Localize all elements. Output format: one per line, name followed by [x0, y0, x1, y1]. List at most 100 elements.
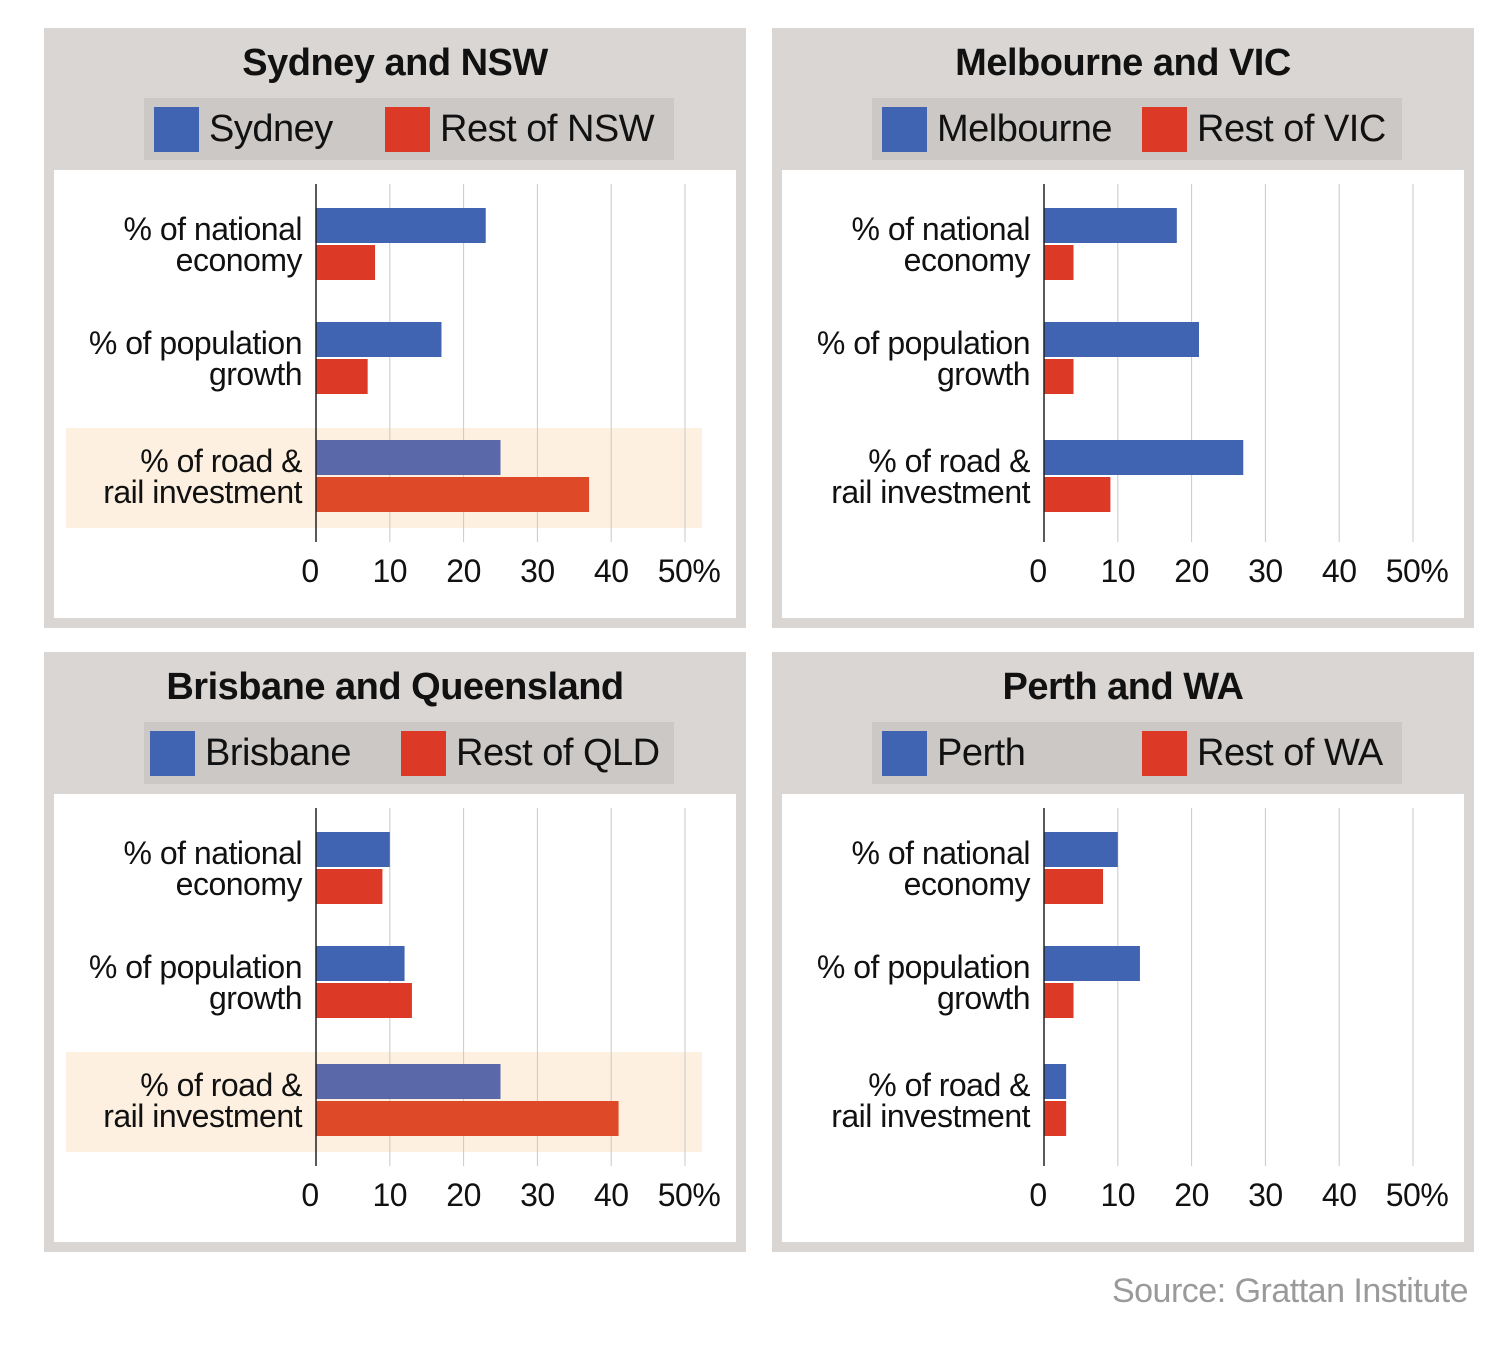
chart-title: Melbourne and VIC [955, 42, 1291, 84]
tick-label: 20 [446, 1177, 481, 1213]
bar-primary [1044, 946, 1140, 981]
tick-label: 0 [1029, 553, 1046, 589]
tick-label: 50% [1386, 1177, 1449, 1213]
bar-primary [316, 322, 442, 357]
bar-rest [316, 869, 383, 904]
chart-panel-brisbane: Brisbane and Queensland Brisbane Rest of… [44, 652, 746, 1252]
legend-item-rest: Rest of NSW [385, 106, 655, 152]
tick-label: 20 [1174, 1177, 1209, 1213]
bar-rest [1044, 359, 1074, 394]
bar-rest [316, 983, 412, 1018]
bar-rest [1044, 869, 1104, 904]
bar-primary [316, 946, 405, 981]
category-label: rail investment [103, 474, 302, 510]
legend: Perth Rest of WA [872, 722, 1402, 784]
legend-item-primary: Brisbane [150, 730, 351, 776]
tick-label: 20 [1174, 553, 1209, 589]
tick-label: 40 [594, 1177, 629, 1213]
tick-label: 50% [658, 553, 721, 589]
chart-title: Perth and WA [1002, 666, 1244, 708]
category-label: % of national [123, 211, 302, 247]
bar-rest [1044, 477, 1111, 512]
tick-label: 30 [1248, 553, 1283, 589]
bar-primary [1044, 1064, 1067, 1099]
category-label: rail investment [831, 474, 1030, 510]
category-label: % of population [89, 949, 302, 985]
category-label: % of population [89, 325, 302, 361]
legend-swatch-rest [401, 730, 446, 776]
tick-label: 10 [1101, 553, 1136, 589]
legend: Brisbane Rest of QLD [144, 722, 674, 784]
legend-swatch-primary [882, 106, 927, 152]
category-label: % of national [851, 211, 1030, 247]
legend-swatch-primary [882, 730, 927, 776]
tick-label: 30 [1248, 1177, 1283, 1213]
legend-label-rest: Rest of NSW [440, 107, 655, 150]
chart-title: Sydney and NSW [242, 42, 548, 84]
legend-item-primary: Sydney [154, 106, 333, 152]
legend-item-primary: Perth [882, 730, 1026, 776]
category-label: % of population [817, 949, 1030, 985]
legend-label-rest: Rest of WA [1197, 731, 1383, 774]
tick-label: 20 [446, 553, 481, 589]
bar-rest [316, 477, 590, 512]
chart-panel-sydney: Sydney and NSW Sydney Rest of NSW % of n… [44, 28, 746, 628]
tick-label: 50% [1386, 553, 1449, 589]
category-label: economy [176, 242, 303, 278]
legend-label-rest: Rest of VIC [1197, 107, 1386, 150]
bar-rest [1044, 1101, 1067, 1136]
category-label: % of national [851, 835, 1030, 871]
category-label: growth [937, 356, 1030, 392]
category-label: economy [176, 866, 303, 902]
tick-label: 40 [1322, 1177, 1357, 1213]
tick-label: 10 [373, 1177, 408, 1213]
category-label: % of road & [868, 443, 1030, 479]
tick-label: 50% [658, 1177, 721, 1213]
bar-primary [1044, 322, 1199, 357]
bar-rest [1044, 983, 1074, 1018]
category-label: economy [904, 242, 1031, 278]
chart-panel-perth: Perth and WA Perth Rest of WA % of natio… [772, 652, 1474, 1252]
tick-label: 40 [1322, 553, 1357, 589]
legend-item-rest: Rest of QLD [401, 730, 660, 776]
legend-label-primary: Melbourne [937, 107, 1113, 150]
tick-label: 30 [520, 1177, 555, 1213]
plot-area: % of national economy % of population growt… [54, 794, 736, 1242]
bar-primary [1044, 208, 1177, 243]
category-label: rail investment [831, 1098, 1030, 1134]
chart-panel-melbourne: Melbourne and VIC Melbourne Rest of VIC … [772, 28, 1474, 628]
plot-area: % of national economy % of population growt… [782, 170, 1464, 618]
bar-primary [316, 1064, 501, 1099]
category-label: growth [209, 980, 302, 1016]
legend-label-rest: Rest of QLD [456, 731, 660, 774]
legend: Melbourne Rest of VIC [872, 98, 1402, 160]
bar-primary [316, 440, 501, 475]
tick-label: 10 [373, 553, 408, 589]
category-label: growth [209, 356, 302, 392]
tick-label: 30 [520, 553, 555, 589]
chart-title: Brisbane and Queensland [166, 666, 624, 708]
legend-label-primary: Perth [937, 731, 1026, 774]
legend-swatch-primary [150, 730, 195, 776]
category-label: % of population [817, 325, 1030, 361]
category-label: % of national [123, 835, 302, 871]
category-label: % of road & [868, 1067, 1030, 1103]
bar-rest [316, 1101, 619, 1136]
tick-label: 0 [301, 1177, 318, 1213]
legend: Sydney Rest of NSW [144, 98, 674, 160]
tick-label: 10 [1101, 1177, 1136, 1213]
bar-rest [316, 359, 368, 394]
legend-label-primary: Brisbane [205, 731, 351, 774]
legend-swatch-primary [154, 106, 199, 152]
bar-primary [316, 832, 390, 867]
bar-primary [1044, 440, 1244, 475]
bar-rest [316, 245, 376, 280]
legend-label-primary: Sydney [209, 107, 333, 150]
source-note: Source: Grattan Institute [1111, 1272, 1469, 1310]
bar-primary [1044, 832, 1118, 867]
bar-primary [316, 208, 486, 243]
plot-area: % of national economy % of population growt… [782, 794, 1464, 1242]
